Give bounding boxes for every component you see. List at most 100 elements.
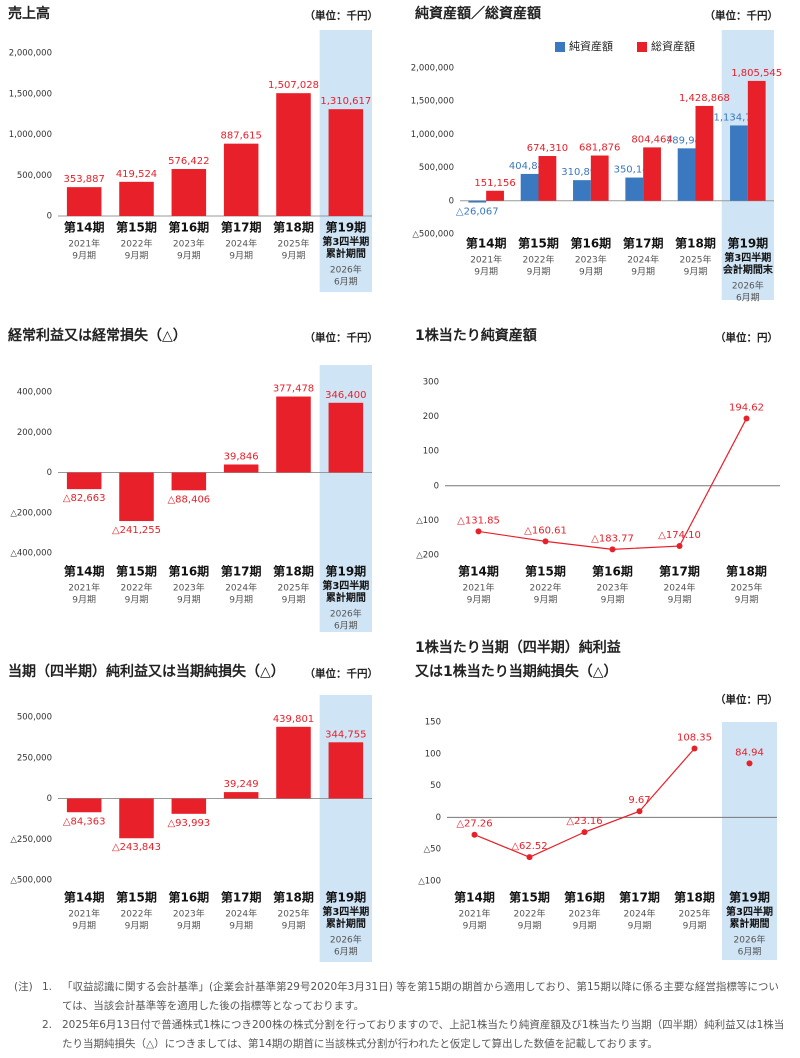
bar xyxy=(66,187,102,216)
period-label: 2024年 xyxy=(627,254,659,266)
bar xyxy=(276,396,311,473)
value-label: △27.26 xyxy=(456,819,492,830)
y-tick-label: 250,000 xyxy=(17,753,52,763)
y-tick-label: 200,000 xyxy=(17,428,52,438)
y-tick-label: 50 xyxy=(430,781,441,791)
y-tick-label: 0 xyxy=(47,212,52,222)
period-label: 9月期 xyxy=(601,595,625,606)
unit-label: （単位：円） xyxy=(715,693,778,706)
x-tick-label: 第15期 xyxy=(116,890,157,905)
x-tick-label: 第16期 xyxy=(592,564,633,579)
notes-label: (注) xyxy=(14,981,33,993)
value-label: 344,755 xyxy=(325,729,366,740)
period-label: 2022年 xyxy=(523,254,555,266)
unit-label: （単位：千円） xyxy=(305,667,379,680)
period-label: 6月期 xyxy=(738,947,762,958)
period-label: 6月期 xyxy=(736,293,760,304)
note-text: 「収益認識に関する会計基準」(企業会計基準第29号2020年3月31日) 等を第… xyxy=(62,981,779,1012)
unit-label: （単位：円） xyxy=(715,331,778,344)
period-label: 2025年 xyxy=(680,254,712,266)
period-label: 9月期 xyxy=(527,267,551,278)
x-tick-label: 第14期 xyxy=(458,564,499,579)
x-tick-label: 第15期 xyxy=(525,564,566,579)
unit-label: （単位：千円） xyxy=(305,9,379,22)
period-label: 9月期 xyxy=(229,251,253,262)
bar xyxy=(171,472,207,491)
y-tick-label: 1,500,000 xyxy=(411,97,454,107)
value-label: 439,801 xyxy=(273,714,314,725)
bar xyxy=(66,472,102,490)
x-tick-label: 第17期 xyxy=(221,564,262,579)
x-tick-label: 第15期 xyxy=(116,220,157,235)
period-label: 9月期 xyxy=(628,921,652,932)
value-label: △26,067 xyxy=(456,207,499,218)
chart-title: 当期（四半期）純利益又は当期純損失（△） xyxy=(8,663,285,680)
x-tick-label: 第18期 xyxy=(675,236,716,251)
y-tick-label: 200 xyxy=(423,412,439,422)
value-label: △243,843 xyxy=(112,842,161,853)
period-label: 9月期 xyxy=(683,921,707,932)
period-label: 2024年 xyxy=(225,582,257,594)
x-tick-label: 第16期 xyxy=(168,890,209,905)
x-tick-label: 第19期 xyxy=(325,890,366,905)
bar xyxy=(486,190,504,201)
y-tick-label: △500,000 xyxy=(412,230,454,240)
value-label: 1,310,617 xyxy=(320,96,371,107)
value-label: △23.16 xyxy=(566,816,602,827)
period-label: 9月期 xyxy=(72,595,96,606)
bar xyxy=(119,181,154,216)
note: 2. 2025年6月13日付で普通株式1株につき200株の株式分割を行っております… xyxy=(0,1016,800,1054)
value-label: 39,249 xyxy=(224,779,259,790)
period-label: 2021年 xyxy=(470,254,502,266)
period-label: 9月期 xyxy=(177,251,201,262)
period-label: 9月期 xyxy=(463,921,487,932)
period-label: 2023年 xyxy=(569,908,601,920)
y-tick-label: △200,000 xyxy=(10,508,52,518)
x-tick-label: 第19期 xyxy=(325,220,366,235)
value-label: 1,805,545 xyxy=(731,68,782,79)
period-label: 2024年 xyxy=(225,238,257,250)
bar xyxy=(328,402,364,473)
y-tick-label: 150 xyxy=(425,718,441,728)
period-label: 9月期 xyxy=(573,921,597,932)
x-tick-label: 第3四半期 xyxy=(726,905,773,918)
period-label: 2024年 xyxy=(225,908,257,920)
point xyxy=(542,538,549,545)
y-tick-label: △200 xyxy=(416,551,439,561)
notes: (注) 1. 「収益認識に関する会計基準」(企業会計基準第29号2020年3月31… xyxy=(0,978,800,1054)
x-tick-label: 第17期 xyxy=(623,236,664,251)
x-tick-label: 第17期 xyxy=(221,220,262,235)
chart-title: 1株当たり純資産額 xyxy=(415,327,537,344)
period-label: 2025年 xyxy=(731,582,763,594)
x-tick-label: 第3四半期 xyxy=(322,905,369,918)
x-tick-label: 第16期 xyxy=(168,564,209,579)
y-tick-label: 0 xyxy=(449,196,454,206)
x-tick-label: 第16期 xyxy=(564,890,605,905)
x-tick-label: 第19期 xyxy=(325,564,366,579)
value-label: 108.35 xyxy=(677,732,712,743)
x-tick-label: 第15期 xyxy=(509,890,550,905)
value-label: △88,406 xyxy=(167,494,210,505)
y-tick-label: 0 xyxy=(47,794,52,804)
bar xyxy=(328,109,364,216)
period-label: 2025年 xyxy=(679,908,711,920)
x-tick-label: 累計期間 xyxy=(326,247,366,260)
y-tick-label: 0 xyxy=(436,813,441,823)
y-tick-label: 0 xyxy=(434,481,439,491)
period-label: 2026年 xyxy=(734,934,766,946)
y-tick-label: △400,000 xyxy=(10,549,52,559)
period-label: 2023年 xyxy=(173,908,205,920)
x-tick-label: 第18期 xyxy=(273,220,314,235)
period-label: 9月期 xyxy=(125,595,149,606)
point xyxy=(475,528,482,535)
period-label: 6月期 xyxy=(334,947,358,958)
y-tick-label: 2,000,000 xyxy=(411,64,454,74)
bar xyxy=(747,80,766,201)
bar xyxy=(520,173,539,201)
x-tick-label: 第18期 xyxy=(726,564,767,579)
period-label: 2026年 xyxy=(732,280,764,292)
bar xyxy=(677,148,696,201)
x-tick-label: 累計期間 xyxy=(326,591,366,604)
period-label: 2022年 xyxy=(514,908,546,920)
